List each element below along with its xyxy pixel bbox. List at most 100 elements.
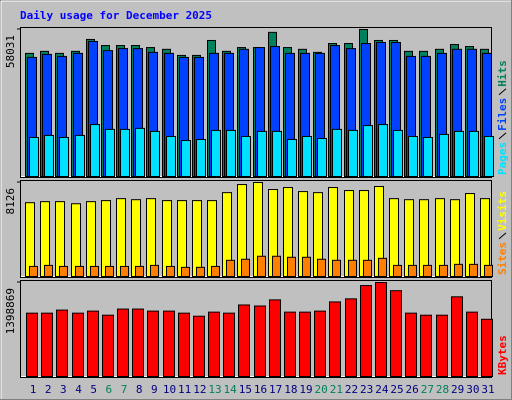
legend-separator [498,88,507,96]
x-tick-label: 23 [360,383,373,396]
x-tick-label: 27 [421,383,434,396]
bar [120,128,130,177]
bar [484,135,494,177]
bar [71,203,81,277]
bar [287,139,297,177]
bar [196,266,205,277]
bar [72,312,84,378]
x-tick-label: 22 [345,383,358,396]
bar [241,135,251,177]
bar [469,130,479,178]
bar [317,258,326,278]
legend-separator [498,132,507,140]
x-tick-label: 20 [315,383,328,396]
bar [150,130,160,178]
bar [181,266,190,277]
bar [317,138,327,177]
x-tick-label: 1 [30,383,37,396]
x-tick-label: 21 [330,383,343,396]
bar [163,310,175,378]
x-tick-label: 6 [106,383,113,396]
bar [439,133,449,177]
bar [117,308,129,377]
legend-entry: Files [496,98,509,131]
y-tick-label: 58031 [4,35,17,68]
bar [181,140,191,177]
bar [329,301,341,377]
x-tick-label: 13 [208,383,221,396]
bar [135,265,144,277]
bar [116,198,126,277]
bar [75,134,85,178]
y-tick-label: 8126 [4,188,17,215]
legend-entry: KBytes [496,335,509,375]
x-tick-label: 15 [239,383,252,396]
bar [226,259,235,278]
x-tick-label: 31 [481,383,494,396]
bar [287,256,296,278]
bar [90,265,99,277]
bar [150,264,159,277]
bar [480,198,490,277]
x-tick-label: 10 [163,383,176,396]
x-tick-label: 8 [136,383,143,396]
bar [378,257,387,277]
bar [211,129,221,177]
bar [436,314,448,377]
bar [481,318,493,378]
bar [348,129,358,177]
bar [193,315,205,377]
bar [408,264,417,277]
x-tick-label: 18 [284,383,297,396]
bar [241,258,250,278]
legend-entry: Visits [496,191,509,231]
bar [147,310,159,378]
bar [208,311,220,378]
bar [375,282,387,377]
bar [87,310,99,378]
bar [25,202,35,277]
bar [302,135,312,177]
legend-entry: Sites [496,242,509,275]
bar [26,312,38,378]
bar [226,129,236,177]
bar [454,263,463,277]
bar [435,198,445,277]
bar [102,314,114,377]
bar [393,264,402,277]
x-tick-label: 2 [45,383,52,396]
bar [484,264,493,277]
bar [378,124,388,178]
bar [423,136,433,178]
bar [272,255,281,278]
bar [101,200,111,277]
bar [314,310,326,378]
bar [132,308,144,377]
bar [272,130,282,178]
bar [420,314,432,377]
bar [302,256,311,278]
bar [332,259,341,278]
chart-title: Daily usage for December 2025 [20,9,212,22]
bar [29,136,39,178]
bar [257,255,266,278]
y-tick-label: 1398869 [4,288,17,334]
bar [29,265,38,277]
x-tick-label: 12 [193,383,206,396]
bar [55,201,65,278]
x-tick-label: 25 [390,383,403,396]
bar [192,200,202,277]
x-tick-label: 19 [299,383,312,396]
bar [86,201,96,278]
bar [162,200,172,277]
bar [177,200,187,277]
bar [56,309,68,377]
bar [439,264,448,277]
x-tick-label: 30 [466,383,479,396]
x-tick-label: 26 [406,383,419,396]
bar [120,265,129,277]
bar [223,312,235,378]
bar [451,296,463,378]
bar [393,129,403,177]
